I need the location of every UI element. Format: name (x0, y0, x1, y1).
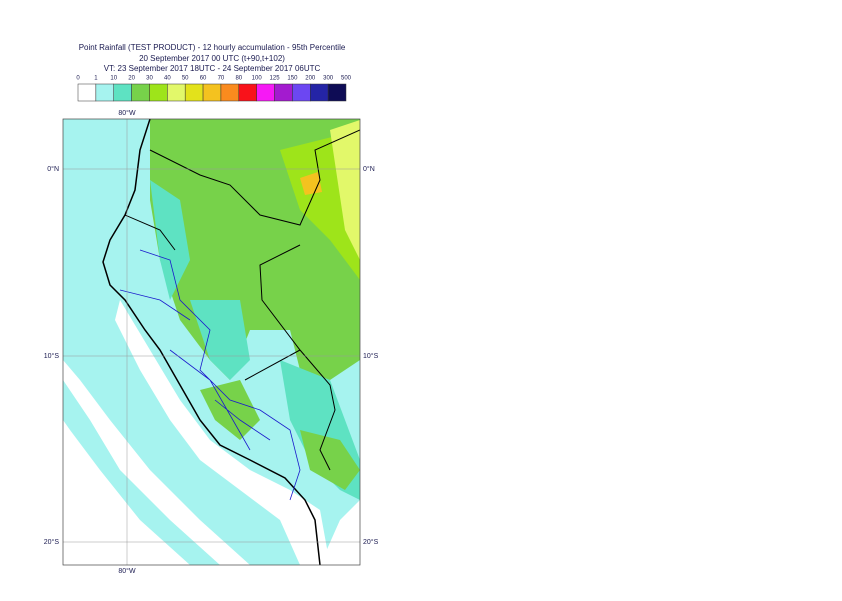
colorbar-label: 40 (164, 76, 171, 82)
colorbar-box (149, 83, 168, 102)
colorbar: 0 1 10 20 30 40 50 60 70 80 100 125 150 200 300 500 (76, 76, 352, 102)
colorbar-label: 20 (128, 76, 135, 82)
colorbar-label: 100 (252, 76, 263, 82)
lon-label: 80°W (118, 109, 136, 117)
colorbar-label: 60 (200, 76, 207, 82)
colorbar-label: 70 (218, 76, 225, 82)
colorbar-label: 300 (323, 76, 334, 82)
colorbar-label: 1 (94, 76, 98, 82)
lat-label: 0°N (47, 165, 59, 173)
colorbar-box (238, 83, 257, 102)
colorbar-box (77, 83, 97, 102)
colorbar-label: 50 (182, 76, 189, 82)
colorbar-label: 0 (76, 76, 80, 82)
colorbar-box (184, 83, 204, 102)
colorbar-box (95, 83, 114, 102)
colorbar-label: 200 (305, 76, 316, 82)
colorbar-box (292, 83, 311, 102)
colorbar-box (310, 83, 329, 102)
map-frame (62, 118, 361, 566)
colorbar-label: 125 (270, 76, 281, 82)
colorbar-box (202, 83, 222, 102)
run-time: 20 September 2017 00 UTC (t+90,t+102) (139, 54, 285, 63)
lat-label: 20°S (363, 538, 379, 546)
validity-time: VT: 23 September 2017 18UTC - 24 Septemb… (104, 64, 321, 73)
colorbar-label: 500 (341, 76, 352, 82)
colorbar-box (167, 83, 186, 102)
lat-label: 0°N (363, 165, 375, 173)
title: Point Rainfall (TEST PRODUCT) - 12 hourl… (79, 43, 346, 52)
lat-label: 10°S (44, 352, 60, 360)
colorbar-box (274, 83, 293, 102)
colorbar-box (131, 83, 150, 102)
colorbar-box (113, 83, 132, 102)
colorbar-label: 10 (110, 76, 117, 82)
colorbar-label: 80 (235, 76, 242, 82)
colorbar-label: 150 (287, 76, 298, 82)
lat-label: 20°S (44, 538, 60, 546)
colorbar-box (256, 83, 275, 102)
map (63, 119, 360, 565)
colorbar-box (220, 83, 240, 102)
colorbar-box (327, 83, 347, 102)
colorbar-label: 30 (146, 76, 153, 82)
lat-label: 10°S (363, 352, 379, 360)
lon-label: 80°W (118, 567, 136, 575)
